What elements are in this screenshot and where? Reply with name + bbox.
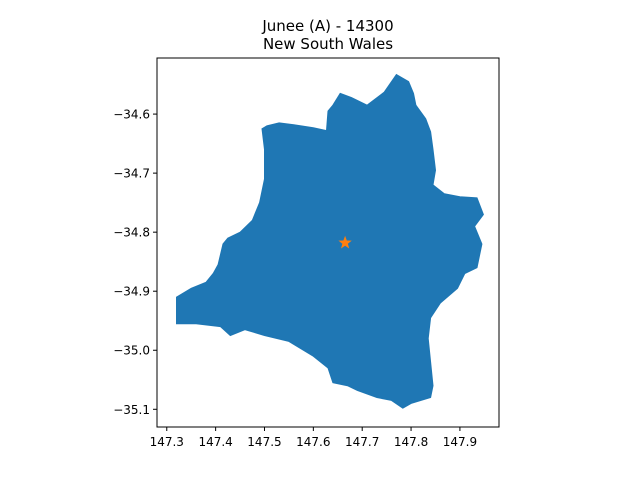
region-polygon xyxy=(176,73,484,409)
y-tick-label: −34.9 xyxy=(113,285,150,299)
x-tick-label: 147.5 xyxy=(247,435,281,449)
star-marker-icon xyxy=(338,235,352,249)
map-title: Junee (A) - 14300 xyxy=(261,17,393,35)
x-tick-label: 147.7 xyxy=(345,435,379,449)
x-tick-label: 147.6 xyxy=(296,435,330,449)
y-tick-label: −35.0 xyxy=(113,344,150,358)
x-tick-label: 147.3 xyxy=(150,435,184,449)
y-tick-label: −34.8 xyxy=(113,226,150,240)
x-tick-label: 147.9 xyxy=(443,435,477,449)
axes-frame xyxy=(156,57,500,428)
plot-area xyxy=(156,57,500,428)
map-subtitle: New South Wales xyxy=(263,35,393,53)
y-tick-label: −34.7 xyxy=(113,167,150,181)
y-tick-label: −34.6 xyxy=(113,108,150,122)
y-tick-label: −35.1 xyxy=(113,403,150,417)
x-tick-label: 147.4 xyxy=(198,435,232,449)
y-axis: −34.6 −34.7 −34.8 −34.9 −35.0 −35.1 xyxy=(113,108,157,417)
x-axis: 147.3 147.4 147.5 147.6 147.7 147.8 147.9 xyxy=(150,427,477,449)
x-tick-label: 147.8 xyxy=(394,435,428,449)
